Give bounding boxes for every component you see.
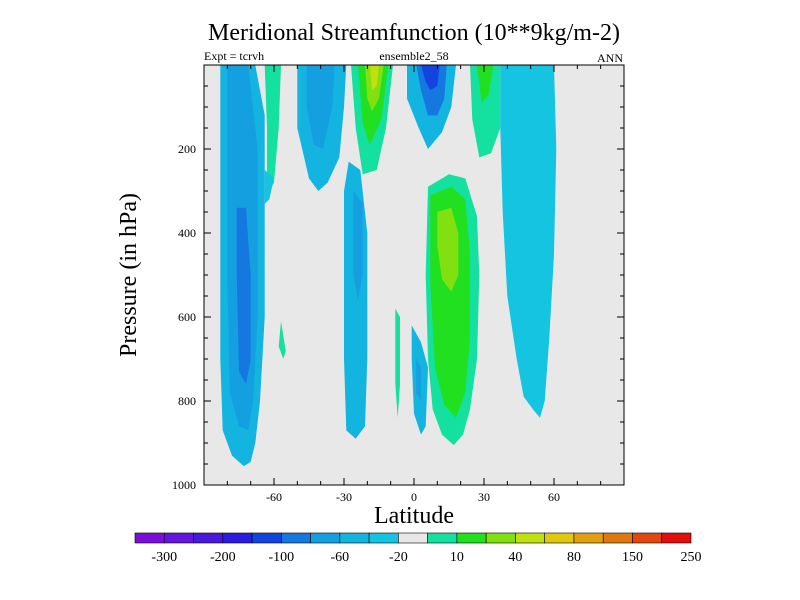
colorbar-swatch xyxy=(573,532,604,544)
chart-title: Meridional Streamfunction (10**9kg/m-2) xyxy=(208,20,620,46)
colorbar-label: -300 xyxy=(151,550,177,565)
colorbar-swatch xyxy=(310,532,341,544)
sh-positive-strip xyxy=(264,65,281,196)
axis-ticks: -60 -30 0 30 60 200 400 600 800 1000 xyxy=(172,65,624,504)
colorbar-swatch xyxy=(222,532,253,544)
nh-upper-positive xyxy=(470,65,501,158)
colorbar-swatch xyxy=(339,532,370,544)
colorbar-label: -20 xyxy=(389,550,408,565)
colorbar-swatch xyxy=(281,532,311,544)
y-axis-label: Pressure (in hPa) xyxy=(116,193,142,357)
nh-hadley-cell xyxy=(437,207,459,292)
nh-upper-negative xyxy=(421,65,440,91)
contour-cells xyxy=(220,65,557,467)
colorbar-swatch xyxy=(485,532,516,544)
colorbar-swatch xyxy=(661,532,692,544)
colorbar: -300 -200 -100 -60 -20 10 40 80 150 250 xyxy=(134,532,702,565)
sh-polar-cell xyxy=(236,207,251,385)
eq-negative-sliver xyxy=(416,359,421,401)
colorbar-swatch xyxy=(456,532,487,544)
colorbar-label: 80 xyxy=(567,550,581,565)
plot-area: -60 -30 0 30 60 200 400 600 800 1000 xyxy=(172,64,625,504)
colorbar-swatch xyxy=(163,532,194,544)
colorbar-swatch xyxy=(398,532,428,544)
y-tick-label: 600 xyxy=(178,310,196,324)
sh-positive-blob xyxy=(278,321,286,359)
y-tick-label: 400 xyxy=(178,226,196,240)
upper-positive-cell xyxy=(369,65,379,91)
x-tick-label: 30 xyxy=(478,490,490,504)
colorbar-label: -60 xyxy=(331,550,350,565)
y-tick-label: 200 xyxy=(178,142,196,156)
colorbar-label: 40 xyxy=(508,550,522,565)
colorbar-label: -100 xyxy=(268,550,294,565)
colorbar-label: -200 xyxy=(210,550,236,565)
x-tick-label: -30 xyxy=(336,490,352,504)
nh-upper-positive xyxy=(477,65,494,103)
colorbar-swatch xyxy=(427,532,458,544)
nh-ferrel-negative xyxy=(500,65,557,418)
colorbar-swatch xyxy=(544,532,575,544)
colorbar-label: 10 xyxy=(450,550,464,565)
x-tick-label: 60 xyxy=(548,490,560,504)
colorbar-swatch xyxy=(193,532,224,544)
colorbar-swatch xyxy=(251,532,282,544)
colorbar-swatch xyxy=(632,532,663,544)
colorbar-label: 150 xyxy=(622,550,643,565)
sh-ferrel-cell xyxy=(306,65,335,149)
colorbar-swatch xyxy=(134,532,165,544)
sh-positive-strip xyxy=(264,170,274,204)
experiment-label: Expt = tcrvh xyxy=(204,49,264,63)
nh-upper-negative xyxy=(416,65,447,116)
x-tick-label: -60 xyxy=(266,490,282,504)
y-tick-label: 1000 xyxy=(172,478,196,492)
ensemble-label: ensemble2_58 xyxy=(379,49,448,63)
season-label: ANN xyxy=(597,51,623,65)
eq-positive-sliver xyxy=(395,308,400,418)
x-axis-label: Latitude xyxy=(374,503,454,529)
y-tick-label: 800 xyxy=(178,394,196,408)
colorbar-swatch xyxy=(368,532,399,544)
x-tick-label: 0 xyxy=(411,490,417,504)
colorbar-label: 250 xyxy=(681,550,702,565)
colorbar-swatch xyxy=(602,532,633,544)
sh-hadley-mid xyxy=(353,191,363,301)
colorbar-swatch xyxy=(515,532,545,544)
